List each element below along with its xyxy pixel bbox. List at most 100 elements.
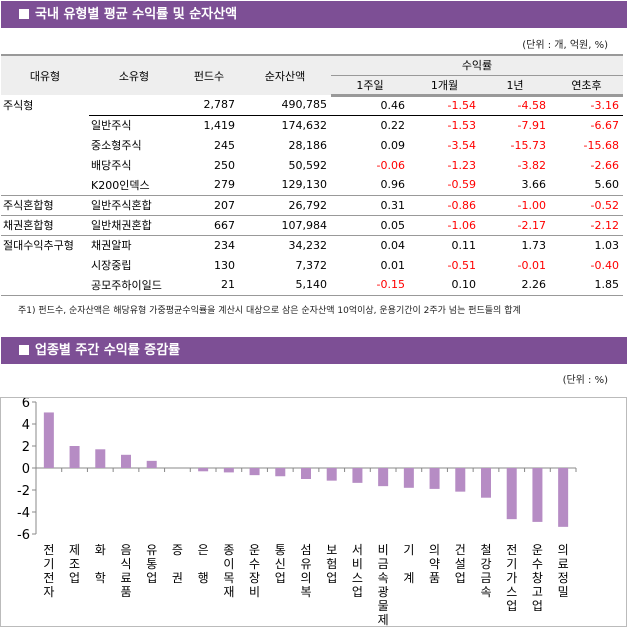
table-row: K200인덱스 279 129,130 0.96 -0.59 3.66 5.60 bbox=[1, 175, 623, 195]
net-assets: 129,130 bbox=[281, 178, 328, 192]
x-tick-label: 기 계 bbox=[403, 543, 414, 585]
bar bbox=[378, 468, 389, 487]
square-icon bbox=[19, 9, 29, 19]
net-assets: 490,785 bbox=[281, 98, 328, 112]
major-type: 채권혼합형 bbox=[1, 214, 89, 235]
bar bbox=[455, 468, 466, 492]
bar bbox=[223, 468, 234, 473]
return-1m: -0.86 bbox=[409, 194, 480, 215]
major-type bbox=[1, 255, 89, 275]
net-assets: 50,592 bbox=[288, 158, 328, 172]
return-1m: -0.51 bbox=[447, 258, 476, 272]
bar bbox=[198, 468, 209, 472]
return-1m: 0.10 bbox=[409, 275, 480, 296]
return-1m: -1.54 bbox=[447, 99, 476, 112]
return-1w: -0.15 bbox=[331, 275, 409, 296]
return-1w: -0.06 bbox=[376, 158, 405, 172]
y-tick-label: -2 bbox=[17, 484, 30, 499]
minor-type: K200인덱스 bbox=[91, 178, 150, 192]
net-assets: 5,140 bbox=[239, 275, 331, 296]
return-1y: -1.00 bbox=[480, 194, 550, 215]
return-1y: -2.17 bbox=[480, 214, 550, 235]
table-row: 시장중립 130 7,372 0.01 -0.51 -0.01 -0.40 bbox=[1, 255, 623, 275]
net-assets: 34,232 bbox=[239, 234, 331, 255]
bar bbox=[95, 449, 106, 468]
header-1w: 1주일 bbox=[331, 75, 409, 97]
fund-count: 667 bbox=[179, 214, 239, 235]
return-ytd: -0.40 bbox=[590, 258, 619, 272]
return-1m: -3.54 bbox=[447, 138, 476, 152]
return-1w: 0.09 bbox=[380, 138, 406, 152]
return-ytd: -15.68 bbox=[583, 138, 619, 152]
return-ytd: -2.12 bbox=[550, 214, 623, 235]
x-tick-label: 화 학 bbox=[95, 543, 106, 585]
minor-type: 일반채권혼합 bbox=[89, 214, 179, 235]
x-tick-label: 은 행 bbox=[198, 543, 209, 585]
minor-type: 배당주식 bbox=[91, 159, 132, 172]
net-assets: 107,984 bbox=[239, 214, 331, 235]
minor-type: 채권알파 bbox=[89, 234, 179, 255]
header-returns: 수익률 bbox=[331, 54, 623, 76]
fund-count: 21 bbox=[179, 275, 239, 296]
return-ytd: -2.66 bbox=[590, 158, 619, 172]
bar bbox=[275, 468, 286, 477]
return-ytd: 1.85 bbox=[550, 275, 623, 296]
bar bbox=[352, 468, 363, 483]
net-assets: 7,372 bbox=[295, 258, 328, 272]
net-assets: 28,186 bbox=[288, 138, 328, 152]
fund-count: 234 bbox=[179, 234, 239, 255]
bar bbox=[532, 468, 543, 522]
header-1m: 1개월 bbox=[409, 75, 480, 97]
y-tick-label: 6 bbox=[22, 397, 30, 411]
net-assets: 174,632 bbox=[239, 114, 331, 135]
table-row: 일반주식 1,419 174,632 0.22 -1.53 -7.91 -6.67 bbox=[1, 114, 623, 135]
return-1y: 3.66 bbox=[521, 178, 547, 192]
major-type: 절대수익추구형 bbox=[1, 234, 89, 255]
y-tick-label: 4 bbox=[22, 418, 30, 433]
table-row: 공모주하이일드 21 5,140 -0.15 0.10 2.26 1.85 bbox=[1, 275, 623, 296]
fund-return-table: 대유형 소유형 펀드수 순자산액 수익률 1주일 1개월 1년 연초후 주식형 2,787 490… bbox=[1, 54, 623, 296]
header-1y: 1년 bbox=[480, 75, 550, 97]
return-1y: -3.82 bbox=[517, 158, 546, 172]
header-ytd: 연초후 bbox=[550, 75, 623, 97]
return-1w: 0.05 bbox=[331, 214, 409, 235]
bar bbox=[146, 460, 157, 468]
return-1w: 0.01 bbox=[380, 258, 406, 272]
major-type bbox=[1, 175, 89, 195]
minor-type: 시장중립 bbox=[91, 259, 132, 272]
fund-count: 130 bbox=[214, 258, 235, 272]
return-1m: -1.53 bbox=[409, 114, 480, 135]
major-type bbox=[1, 275, 89, 296]
x-tick-label: 비금속광물제품 bbox=[378, 543, 389, 627]
major-type: 주식혼합형 bbox=[1, 194, 89, 215]
bar bbox=[249, 468, 260, 476]
bar bbox=[301, 468, 311, 479]
minor-type bbox=[89, 95, 179, 115]
section1-banner: 국내 유형별 평균 수익률 및 순자산액 bbox=[1, 1, 627, 28]
table-row: 중소형주식 245 28,186 0.09 -3.54 -15.73 -15.68 bbox=[1, 135, 623, 155]
return-ytd: 5.60 bbox=[594, 178, 620, 192]
y-tick-label: -4 bbox=[17, 506, 30, 521]
return-1w: 0.46 bbox=[380, 99, 406, 112]
table-row: 절대수익추구형 채권알파 234 34,232 0.04 0.11 1.73 1.03 bbox=[1, 234, 623, 255]
section1-unit: (단위 : 개, 억원, %) bbox=[522, 40, 608, 51]
return-1m: -1.06 bbox=[409, 214, 480, 235]
return-1y: -0.01 bbox=[517, 258, 546, 272]
square-icon bbox=[19, 345, 29, 355]
major-type bbox=[1, 115, 89, 135]
